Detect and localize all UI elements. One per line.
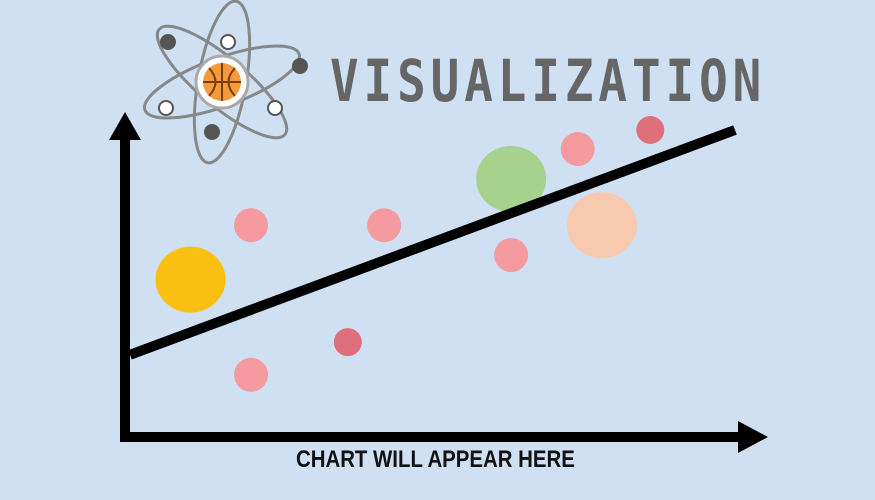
trend-line bbox=[128, 125, 737, 360]
atom-basketball-icon bbox=[143, 0, 308, 165]
electron-4 bbox=[158, 100, 174, 116]
chart-caption: CHART WILL APPEAR HERE bbox=[296, 446, 575, 473]
electron-2 bbox=[220, 34, 236, 50]
y-axis-arrow-icon bbox=[109, 112, 141, 140]
scatter-point-3 bbox=[234, 357, 268, 392]
electron-6 bbox=[204, 124, 220, 140]
scatter-point-4 bbox=[333, 328, 362, 357]
scatter-point-8 bbox=[560, 132, 595, 167]
scatter-points bbox=[155, 116, 665, 392]
chart-axes bbox=[109, 112, 768, 453]
scatter-point-7 bbox=[476, 145, 547, 212]
scatter-point-6 bbox=[494, 238, 529, 273]
page-title: VISUALIZATION bbox=[330, 47, 767, 115]
scatter-point-1 bbox=[155, 246, 226, 313]
electron-1 bbox=[160, 34, 176, 50]
electron-5 bbox=[267, 100, 283, 116]
scatter-point-9 bbox=[566, 192, 637, 259]
scatter-point-2 bbox=[234, 208, 268, 243]
scatter-point-5 bbox=[367, 208, 402, 243]
basketball-seams bbox=[203, 63, 241, 101]
electron-3 bbox=[292, 58, 308, 74]
scatter-point-10 bbox=[636, 116, 665, 144]
x-axis-arrow-icon bbox=[738, 421, 768, 453]
